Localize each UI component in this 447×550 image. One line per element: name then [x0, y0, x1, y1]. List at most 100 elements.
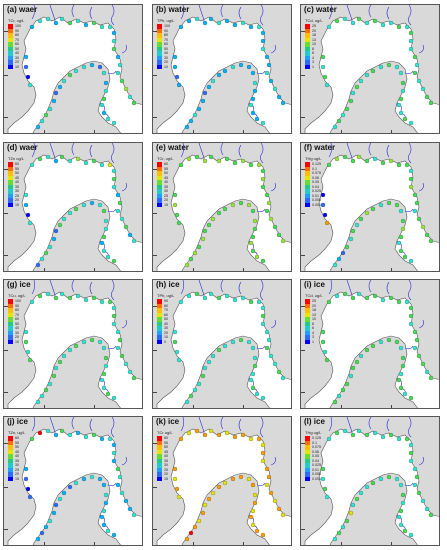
sample-site-marker: [412, 70, 418, 76]
sample-site-marker: [230, 64, 236, 70]
sample-site-marker: [59, 154, 65, 160]
legend-row: 45: [8, 449, 38, 454]
sample-site-marker: [350, 295, 356, 301]
river-line: [121, 182, 127, 192]
axis-tick-mark: [4, 255, 8, 256]
legend-row: 18: [305, 308, 335, 313]
sample-site-marker: [264, 482, 270, 488]
sample-site-marker: [39, 118, 45, 124]
legend-tick-label: 50: [15, 445, 19, 449]
sample-site-marker: [396, 24, 402, 30]
legend-row: 60: [8, 436, 38, 441]
sample-site-marker: [172, 54, 178, 60]
legend-row: 0.04: [305, 184, 335, 189]
sample-site-marker: [386, 62, 392, 68]
legend-row: 55: [157, 440, 187, 445]
sample-site-marker: [324, 357, 330, 363]
map-canvas: [7, 5, 142, 133]
legend-tick-label: 60: [15, 317, 19, 321]
legend-swatch: [8, 162, 13, 167]
river-line: [404, 345, 414, 349]
sample-site-marker: [424, 506, 430, 512]
sample-site-marker: [260, 321, 266, 327]
sample-site-marker: [210, 216, 216, 222]
legend-row: 50: [157, 171, 187, 176]
legend-row: 20: [157, 472, 187, 477]
sample-site-marker: [192, 112, 198, 118]
legend-unit: TCd, ug/L: [305, 293, 323, 298]
sample-site-marker: [27, 82, 33, 88]
sample-site-marker: [103, 88, 109, 94]
sample-site-marker: [37, 18, 43, 24]
legend-swatch: [8, 440, 13, 445]
sample-site-marker: [250, 248, 256, 254]
legend-swatch: [157, 454, 162, 459]
sample-site-marker: [29, 436, 35, 442]
sample-site-marker: [396, 162, 402, 168]
legend-tick-label: 0.1: [312, 166, 317, 171]
river-line: [180, 5, 184, 20]
sample-site-marker: [103, 363, 109, 369]
legend-swatch: [8, 28, 13, 33]
sample-site-marker: [103, 355, 109, 361]
river-line: [408, 143, 412, 164]
sample-site-marker: [208, 428, 214, 434]
legend-swatch: [8, 175, 13, 180]
legend-tick-label: 20: [164, 198, 168, 202]
sample-site-marker: [408, 120, 414, 126]
axis-tick-mark: [153, 117, 157, 118]
legend-swatch: [305, 339, 310, 344]
sample-site-marker: [206, 84, 212, 90]
axis-tick-mark: [193, 130, 194, 133]
legend-tick-label: 30: [164, 55, 168, 60]
sample-site-marker: [428, 375, 434, 381]
sample-site-marker: [272, 224, 278, 230]
legend-tick-label: 50: [15, 46, 19, 51]
sample-site-marker: [344, 381, 350, 387]
sample-site-marker: [260, 442, 266, 448]
sample-site-marker: [252, 80, 258, 86]
axis-tick-mark: [4, 117, 8, 118]
sample-site-marker: [280, 238, 286, 244]
river-line: [180, 417, 184, 432]
sample-site-marker: [53, 90, 59, 96]
river-line: [270, 319, 276, 329]
sample-site-marker: [408, 305, 414, 311]
sample-site-marker: [172, 329, 178, 335]
color-legend: THg ug/L 0.125 0.1 0.075 0.06 0.05 0.04 0.025 0.…: [305, 430, 335, 481]
legend-tick-label: 0.01: [312, 193, 319, 198]
sample-site-marker: [99, 436, 105, 442]
sample-site-marker: [246, 476, 252, 482]
sample-site-marker: [91, 295, 97, 301]
sample-site-marker: [356, 291, 362, 297]
legend-row: 0.005: [305, 472, 335, 477]
sample-site-marker: [370, 480, 376, 486]
sample-site-marker: [420, 361, 426, 367]
legend-row: 45: [157, 175, 187, 180]
sample-site-marker: [184, 124, 190, 130]
panel-title: (c) water: [304, 5, 337, 14]
sample-site-marker: [378, 339, 384, 345]
sample-site-marker: [414, 200, 420, 206]
sample-site-marker: [378, 64, 384, 70]
sample-site-marker: [99, 102, 105, 108]
river-line: [220, 417, 224, 430]
legend-tick-label: 0.1: [312, 440, 317, 445]
legend-swatch: [157, 162, 162, 167]
legend-tick-label: 0.025: [312, 463, 321, 467]
legend-tick-label: 0.025: [312, 189, 321, 193]
legend-swatch: [305, 308, 310, 313]
sample-site-marker: [404, 299, 410, 305]
legend-tick-label: 0: [164, 339, 166, 344]
sample-site-marker: [194, 154, 200, 160]
legend-row: 50: [8, 445, 38, 450]
sample-site-marker: [47, 244, 53, 250]
sample-site-marker: [101, 522, 107, 528]
sample-site-marker: [266, 200, 272, 206]
sample-site-marker: [358, 216, 364, 222]
legend-swatch: [305, 55, 310, 60]
legend-tick-label: 20: [164, 330, 168, 335]
sample-site-marker: [358, 353, 364, 359]
legend-row: 0.06: [305, 449, 335, 454]
sample-site-marker: [206, 222, 212, 228]
